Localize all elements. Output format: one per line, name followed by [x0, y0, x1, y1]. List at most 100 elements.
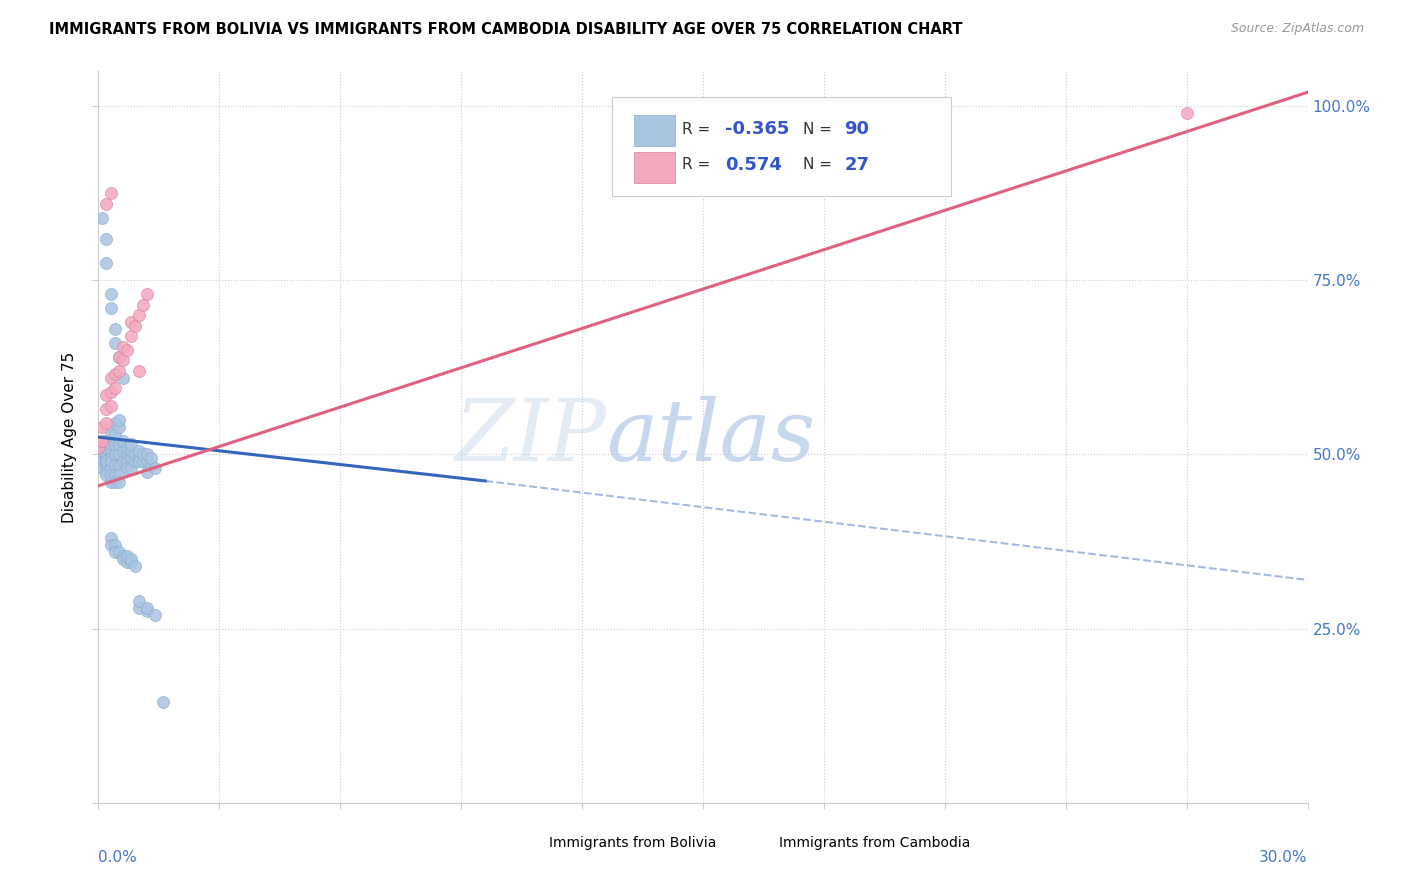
Point — [103, 545, 125, 559]
Point — [103, 458, 125, 472]
Point — [87, 450, 110, 465]
Point — [120, 556, 142, 570]
Point — [128, 594, 150, 608]
Point — [124, 558, 146, 573]
Point — [107, 468, 129, 483]
Text: 27: 27 — [845, 156, 869, 174]
Point — [100, 384, 122, 399]
Point — [107, 437, 129, 451]
Point — [100, 461, 122, 475]
Point — [111, 454, 134, 468]
Point — [103, 468, 125, 483]
Point — [91, 454, 114, 468]
Point — [103, 381, 125, 395]
Point — [135, 600, 157, 615]
Point — [128, 454, 150, 468]
Point — [91, 441, 114, 455]
Text: Immigrants from Cambodia: Immigrants from Cambodia — [779, 836, 970, 850]
Point — [115, 441, 138, 455]
Point — [120, 450, 142, 465]
Point — [103, 538, 125, 552]
Point — [91, 419, 114, 434]
Point — [103, 416, 125, 430]
Point — [152, 695, 174, 709]
Point — [100, 426, 122, 441]
Point — [100, 287, 122, 301]
Point — [100, 186, 122, 201]
Point — [120, 437, 142, 451]
Point — [143, 607, 166, 622]
Point — [100, 475, 122, 490]
Point — [111, 339, 134, 353]
Point — [103, 322, 125, 336]
Point — [111, 434, 134, 448]
Point — [128, 600, 150, 615]
Point — [111, 549, 134, 563]
Point — [100, 538, 122, 552]
Point — [132, 298, 155, 312]
Point — [91, 434, 114, 448]
Point — [115, 343, 138, 357]
Point — [91, 211, 114, 225]
Point — [96, 448, 118, 462]
Point — [96, 441, 118, 455]
Point — [100, 450, 122, 465]
Point — [96, 416, 118, 430]
Text: -0.365: -0.365 — [724, 120, 789, 138]
Point — [100, 444, 122, 458]
Point — [128, 308, 150, 322]
Text: 0.0%: 0.0% — [98, 850, 138, 865]
Point — [132, 448, 155, 462]
Point — [100, 531, 122, 545]
Point — [107, 458, 129, 472]
Text: atlas: atlas — [606, 396, 815, 478]
Point — [103, 336, 125, 351]
Point — [139, 458, 162, 472]
Point — [107, 475, 129, 490]
Point — [100, 371, 122, 385]
FancyBboxPatch shape — [634, 115, 675, 146]
Point — [124, 448, 146, 462]
Point — [124, 318, 146, 333]
Text: N =: N = — [803, 121, 837, 136]
Point — [107, 412, 129, 426]
Point — [132, 454, 155, 468]
FancyBboxPatch shape — [634, 152, 675, 183]
Point — [100, 301, 122, 316]
Point — [1175, 106, 1198, 120]
Point — [111, 371, 134, 385]
Point — [107, 545, 129, 559]
Point — [115, 461, 138, 475]
FancyBboxPatch shape — [513, 832, 544, 854]
FancyBboxPatch shape — [742, 832, 775, 854]
Point — [100, 468, 122, 483]
Point — [100, 458, 122, 472]
Point — [111, 444, 134, 458]
Point — [124, 454, 146, 468]
Point — [120, 461, 142, 475]
Point — [139, 450, 162, 465]
Point — [128, 364, 150, 378]
Point — [107, 364, 129, 378]
Point — [128, 444, 150, 458]
Text: 0.574: 0.574 — [724, 156, 782, 174]
Point — [111, 353, 134, 368]
Point — [96, 434, 118, 448]
Point — [135, 604, 157, 618]
Point — [103, 437, 125, 451]
Point — [752, 127, 775, 141]
Point — [96, 402, 118, 417]
Point — [107, 350, 129, 364]
Point — [100, 454, 122, 468]
Point — [120, 329, 142, 343]
Point — [120, 315, 142, 329]
Point — [135, 287, 157, 301]
Point — [87, 441, 110, 455]
Point — [103, 448, 125, 462]
Point — [91, 448, 114, 462]
Point — [135, 448, 157, 462]
Point — [107, 350, 129, 364]
Point — [135, 465, 157, 479]
Point — [115, 556, 138, 570]
Point — [96, 450, 118, 465]
